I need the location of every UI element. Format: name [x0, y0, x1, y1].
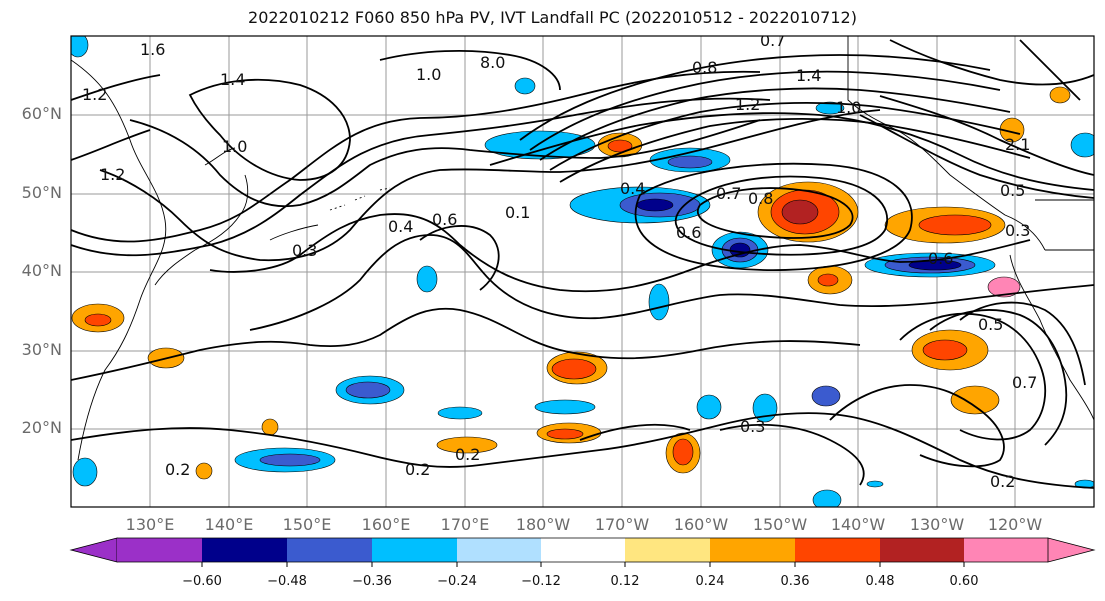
- contour-label: 0.3: [740, 417, 765, 436]
- map-title: 2022010212 F060 850 hPa PV, IVT Landfall…: [248, 8, 857, 27]
- colorbar-segment: [117, 538, 202, 562]
- lon-label: 150°W: [752, 515, 808, 534]
- colorbar-tick-label: 0.60: [949, 574, 979, 589]
- contour-label: 0.6: [676, 223, 701, 242]
- colorbar-upper-extend: [1047, 537, 1096, 563]
- contour-label: 0.1: [505, 203, 530, 222]
- lon-label: 170°W: [594, 515, 650, 534]
- colorbar-segment: [287, 538, 372, 562]
- contour-label: 1.4: [220, 70, 245, 89]
- contour-label: 0.4: [388, 217, 413, 236]
- colorbar-segment: [457, 538, 541, 562]
- contour-label: 1.0: [836, 98, 861, 117]
- ivt-contours: [71, 39, 1094, 489]
- colorbar-tick-label: 0.48: [865, 574, 895, 589]
- contour-label: 0.5: [1000, 181, 1025, 200]
- lat-label: 20°N: [21, 418, 62, 437]
- colorbar-tick-label: −0.12: [521, 574, 561, 589]
- colorbar-tick-label: 0.36: [780, 574, 810, 589]
- contour-label: 0.2: [165, 460, 190, 479]
- contour-label: 0.3: [1005, 221, 1030, 240]
- contour-label: 0.8: [692, 58, 717, 77]
- lon-label: 160°W: [673, 515, 729, 534]
- colorbar-lower-extend: [69, 537, 118, 563]
- contour-label: 2.1: [1005, 135, 1030, 154]
- lon-label: 180°W: [515, 515, 571, 534]
- lon-label: 160°E: [361, 515, 411, 534]
- map-frame: [70, 35, 1095, 508]
- contour-label: 1.6: [140, 40, 165, 59]
- contour-label: 0.3: [292, 241, 317, 260]
- contour-label: 0.7: [760, 31, 785, 50]
- colorbar-segment: [710, 538, 795, 562]
- colorbar-tick-label: −0.36: [352, 574, 392, 589]
- contour-label: 1.2: [735, 95, 760, 114]
- colorbar-segment: [541, 538, 625, 562]
- lon-label: 170°E: [440, 515, 490, 534]
- colorbar-segment: [964, 538, 1048, 562]
- lon-label: 140°E: [204, 515, 254, 534]
- colorbar-tick-label: −0.24: [437, 574, 477, 589]
- contour-label: 0.5: [978, 315, 1003, 334]
- colorbar-segment: [880, 538, 964, 562]
- colorbar: [69, 537, 1096, 567]
- colorbar-segment: [372, 538, 457, 562]
- contour-label: 1.0: [222, 137, 247, 156]
- contour-label: 0.2: [405, 460, 430, 479]
- contour-label: 0.2: [455, 445, 480, 464]
- lat-label: 60°N: [21, 104, 62, 123]
- colorbar-tick-label: 0.12: [610, 574, 640, 589]
- contour-label: 0.7: [1012, 373, 1037, 392]
- contour-label: 0.6: [432, 210, 457, 229]
- lon-label: 130°E: [125, 515, 175, 534]
- lat-label: 50°N: [21, 183, 62, 202]
- lon-label: 130°W: [909, 515, 965, 534]
- colorbar-segment: [795, 538, 880, 562]
- colorbar-tick-label: 0.24: [695, 574, 725, 589]
- lon-label: 140°W: [830, 515, 886, 534]
- contour-label: 0.2: [990, 472, 1015, 491]
- contour-label: 0.8: [748, 189, 773, 208]
- colorbar-segment: [625, 538, 710, 562]
- contour-label: 1.2: [100, 165, 125, 184]
- colorbar-tick-label: −0.60: [182, 574, 222, 589]
- lat-label: 40°N: [21, 261, 62, 280]
- colorbar-tick-label: −0.48: [267, 574, 307, 589]
- contour-label: 0.7: [716, 184, 741, 203]
- contour-label: 1.0: [416, 65, 441, 84]
- contour-label: 1.4: [796, 66, 821, 85]
- contour-label: 1.2: [82, 85, 107, 104]
- contour-label: 0.6: [928, 249, 953, 268]
- contour-label: 0.4: [620, 179, 645, 198]
- lon-label: 120°W: [987, 515, 1043, 534]
- colorbar-segment: [202, 538, 287, 562]
- lat-label: 30°N: [21, 340, 62, 359]
- lon-label: 150°E: [282, 515, 332, 534]
- contour-labels: 0.2 0.2 0.2 0.2 0.3 0.3 0.3 0.4 0.4 0.5 …: [82, 31, 1037, 491]
- contour-label: 8.0: [480, 53, 505, 72]
